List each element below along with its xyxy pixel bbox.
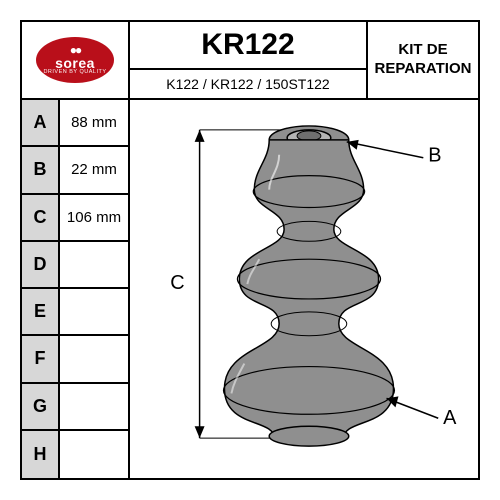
- row-value-D: [60, 242, 130, 289]
- kit-line2: REPARATION: [375, 60, 472, 77]
- brand-tagline: DRIVEN BY QUALITY: [43, 70, 106, 76]
- row-value-G: [60, 384, 130, 431]
- row-label-E: E: [22, 289, 60, 336]
- dim-label-A: A: [443, 407, 457, 429]
- part-number-title: KR122: [130, 22, 368, 70]
- spec-frame: ●● sorea DRIVEN BY QUALITY KR122 K122 / …: [20, 20, 480, 480]
- row-value-H: [60, 431, 130, 478]
- kit-label: KIT DE REPARATION: [368, 22, 478, 100]
- brand-logo: ●● sorea DRIVEN BY QUALITY: [22, 22, 130, 100]
- boot-shape: [223, 126, 394, 446]
- row-value-A: 88 mm: [60, 100, 130, 147]
- row-label-B: B: [22, 147, 60, 194]
- brand-name: sorea: [55, 56, 95, 70]
- brand-oval: ●● sorea DRIVEN BY QUALITY: [36, 37, 114, 83]
- dim-label-B: B: [428, 145, 441, 167]
- row-value-F: [60, 336, 130, 383]
- dim-label-C: C: [170, 272, 184, 294]
- row-label-C: C: [22, 195, 60, 242]
- row-label-A: A: [22, 100, 60, 147]
- row-label-H: H: [22, 431, 60, 478]
- row-value-B: 22 mm: [60, 147, 130, 194]
- boot-diagram: C: [130, 100, 478, 478]
- kit-line1: KIT DE: [398, 41, 447, 58]
- part-number-subtitle: K122 / KR122 / 150ST122: [130, 70, 368, 100]
- row-value-E: [60, 289, 130, 336]
- row-value-C: 106 mm: [60, 195, 130, 242]
- row-label-G: G: [22, 384, 60, 431]
- row-label-F: F: [22, 336, 60, 383]
- row-label-D: D: [22, 242, 60, 289]
